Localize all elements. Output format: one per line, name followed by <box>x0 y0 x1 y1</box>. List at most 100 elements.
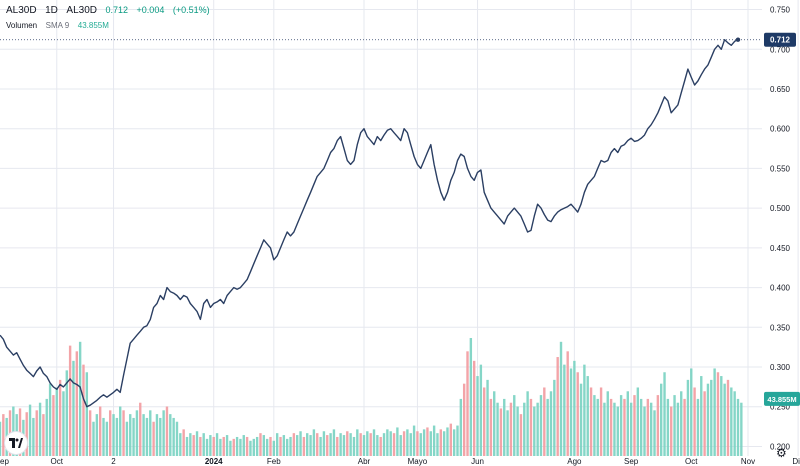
time-tick-label: ep <box>0 457 9 466</box>
volume-bar <box>559 341 563 456</box>
time-tick-label: 2 <box>111 457 116 466</box>
volume-bar <box>649 402 653 456</box>
volume-bar <box>539 395 543 456</box>
volume-bar <box>119 406 122 456</box>
volume-bar <box>222 436 225 456</box>
time-tick-label: Nov <box>741 457 755 466</box>
symbol-name[interactable]: AL30D <box>6 5 37 16</box>
volume-bar <box>616 406 619 456</box>
time-tick-label: 2024 <box>205 457 223 466</box>
volume-bar <box>182 429 185 456</box>
price-tick-label: 0.750 <box>770 6 791 15</box>
volume-bar <box>225 435 229 456</box>
volume-bar <box>483 387 486 456</box>
volume-bar <box>676 402 680 456</box>
price-tick-label: 0.200 <box>770 442 791 451</box>
volume-bar <box>609 398 613 456</box>
volume-bar <box>449 423 453 456</box>
volume-bar <box>239 438 242 456</box>
volume-bar <box>563 364 566 456</box>
volume-bar <box>706 383 710 456</box>
volume-bar <box>599 387 603 456</box>
time-tick-label: Sep <box>624 457 639 466</box>
volume-bar <box>75 351 79 456</box>
volume-bar <box>422 429 426 456</box>
volume-bar <box>549 391 553 456</box>
volume-bar <box>402 431 406 456</box>
volume-bar <box>556 357 559 456</box>
volume-bar <box>452 429 456 456</box>
volume-bar <box>185 436 189 456</box>
volume-bar <box>386 429 389 456</box>
volume-bar <box>379 436 382 456</box>
volume-bar <box>155 414 159 456</box>
volume-bar <box>419 433 422 456</box>
volume-bar <box>376 435 379 456</box>
volume-bar <box>593 395 596 456</box>
volume-bar <box>526 391 529 456</box>
price-tick-label: 0.400 <box>770 284 791 293</box>
volume-bar <box>329 433 332 456</box>
volume-bar <box>710 379 713 456</box>
volume-bar <box>346 431 349 456</box>
volume-bar <box>369 433 372 456</box>
volume-bar <box>249 440 252 456</box>
volume-bar <box>275 433 279 456</box>
volume-indicator-setting: SMA 9 <box>45 21 70 30</box>
volume-bar <box>486 379 489 456</box>
volume-bar <box>349 433 352 456</box>
volume-bar <box>736 398 740 456</box>
volume-bar <box>122 410 125 456</box>
last-price: 0.712 <box>105 5 129 15</box>
volume-bar <box>339 433 342 456</box>
volume-bar <box>58 379 62 456</box>
volume-bar <box>88 410 92 456</box>
volume-bar <box>456 425 459 456</box>
volume-bar <box>429 431 432 456</box>
volume-bar <box>359 433 362 456</box>
volume-bar <box>212 436 215 456</box>
volume-bar <box>195 431 199 456</box>
volume-bar <box>720 376 723 456</box>
volume-bar <box>202 433 205 456</box>
volume-bar <box>199 436 202 456</box>
volume-bar <box>352 436 356 456</box>
volume-bar <box>142 414 145 456</box>
volume-bar <box>516 406 519 456</box>
volume-bar <box>82 364 85 456</box>
volume-bar <box>523 402 526 456</box>
volume-bar <box>623 398 626 456</box>
volume-indicator-header[interactable]: Volumen SMA 9 43.855M <box>6 20 115 30</box>
volume-bar <box>129 414 132 456</box>
time-tick-label: Ago <box>567 457 582 466</box>
volume-bar <box>159 417 162 456</box>
volume-bar <box>462 383 466 456</box>
volume-bar <box>342 435 346 456</box>
volume-bar <box>680 391 683 456</box>
tradingview-logo-icon[interactable] <box>5 432 27 454</box>
volume-bar <box>503 398 506 456</box>
volume-bar <box>102 417 105 456</box>
volume-bar <box>68 345 72 456</box>
interval-label[interactable]: 1D <box>45 5 58 16</box>
volume-bar <box>105 421 109 456</box>
volume-bar <box>12 406 15 456</box>
gear-icon[interactable]: ⚙ <box>776 446 787 460</box>
volume-bar <box>229 440 232 456</box>
volume-bar <box>546 398 549 456</box>
volume-bar <box>499 408 503 456</box>
volume-bar <box>219 438 222 456</box>
volume-bar <box>38 402 42 456</box>
volume-bar <box>149 410 152 456</box>
volume-bar <box>25 412 28 456</box>
volume-bar <box>472 360 476 456</box>
time-tick-label: Oct <box>51 457 64 466</box>
price-tick-label: 0.450 <box>770 244 791 253</box>
volume-bar <box>145 417 149 456</box>
volume-bar <box>666 398 670 456</box>
volume-bar <box>152 421 155 456</box>
volume-bar <box>646 398 650 456</box>
last-price-dot <box>735 37 741 42</box>
